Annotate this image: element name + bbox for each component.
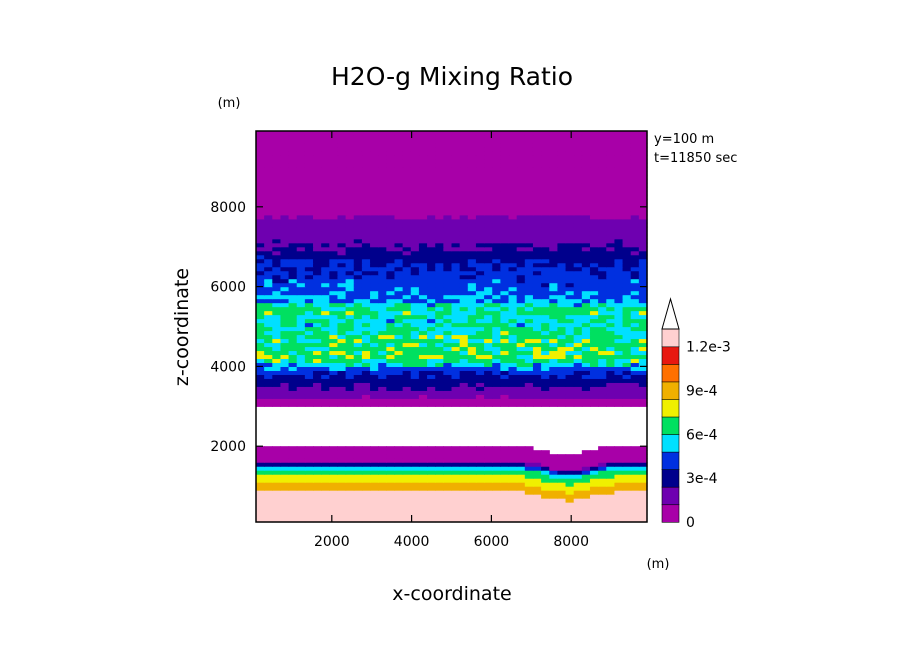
y-axis: 2000 4000 6000 8000 xyxy=(210,200,647,455)
x-tick-label: 6000 xyxy=(474,534,510,550)
x-tick-label: 8000 xyxy=(553,534,589,550)
plot-frame xyxy=(255,130,648,523)
y-unit-label: (m) xyxy=(218,96,241,111)
colorbar-extend-arrow xyxy=(661,297,680,330)
plot-area xyxy=(256,131,648,523)
y-tick-label: 8000 xyxy=(210,200,246,216)
colorbar-swatch xyxy=(661,416,680,435)
x-tick-label: 4000 xyxy=(394,534,430,550)
colorbar-swatch xyxy=(661,504,680,523)
colorbar-tick-label: 0 xyxy=(686,515,695,531)
x-unit-label: (m) xyxy=(647,557,670,572)
colorbar-swatch xyxy=(661,328,680,348)
colorbar-tick-label: 1.2e-3 xyxy=(686,340,731,356)
x-tick-label: 2000 xyxy=(314,534,350,550)
y-tick-label: 6000 xyxy=(210,280,246,296)
y-tick-label: 4000 xyxy=(210,359,246,375)
colorbar-swatch xyxy=(661,451,680,470)
y-tick-label: 2000 xyxy=(210,439,246,455)
colorbar-swatch xyxy=(661,398,680,418)
colorbar: 0 3e-4 6e-4 9e-4 1.2e-3 xyxy=(661,297,731,531)
colorbar-tick-label: 3e-4 xyxy=(686,471,718,487)
colorbar-tick-label: 6e-4 xyxy=(686,427,718,443)
colorbar-tick-label: 9e-4 xyxy=(686,383,718,399)
colorbar-swatch xyxy=(661,363,680,383)
x-axis: 2000 4000 6000 8000 xyxy=(314,131,589,550)
colorbar-swatch xyxy=(661,381,680,400)
colorbar-swatch xyxy=(661,469,680,488)
x-axis-label: x-coordinate xyxy=(392,583,511,605)
colorbar-swatch xyxy=(661,346,680,365)
annotation-y: y=100 m xyxy=(654,132,714,147)
annotation-t: t=11850 sec xyxy=(654,151,737,166)
colorbar-swatch xyxy=(661,486,680,506)
colorbar-swatch xyxy=(661,433,680,453)
y-axis-label: z-coordinate xyxy=(171,268,193,386)
chart-title: H2O-g Mixing Ratio xyxy=(331,62,573,91)
